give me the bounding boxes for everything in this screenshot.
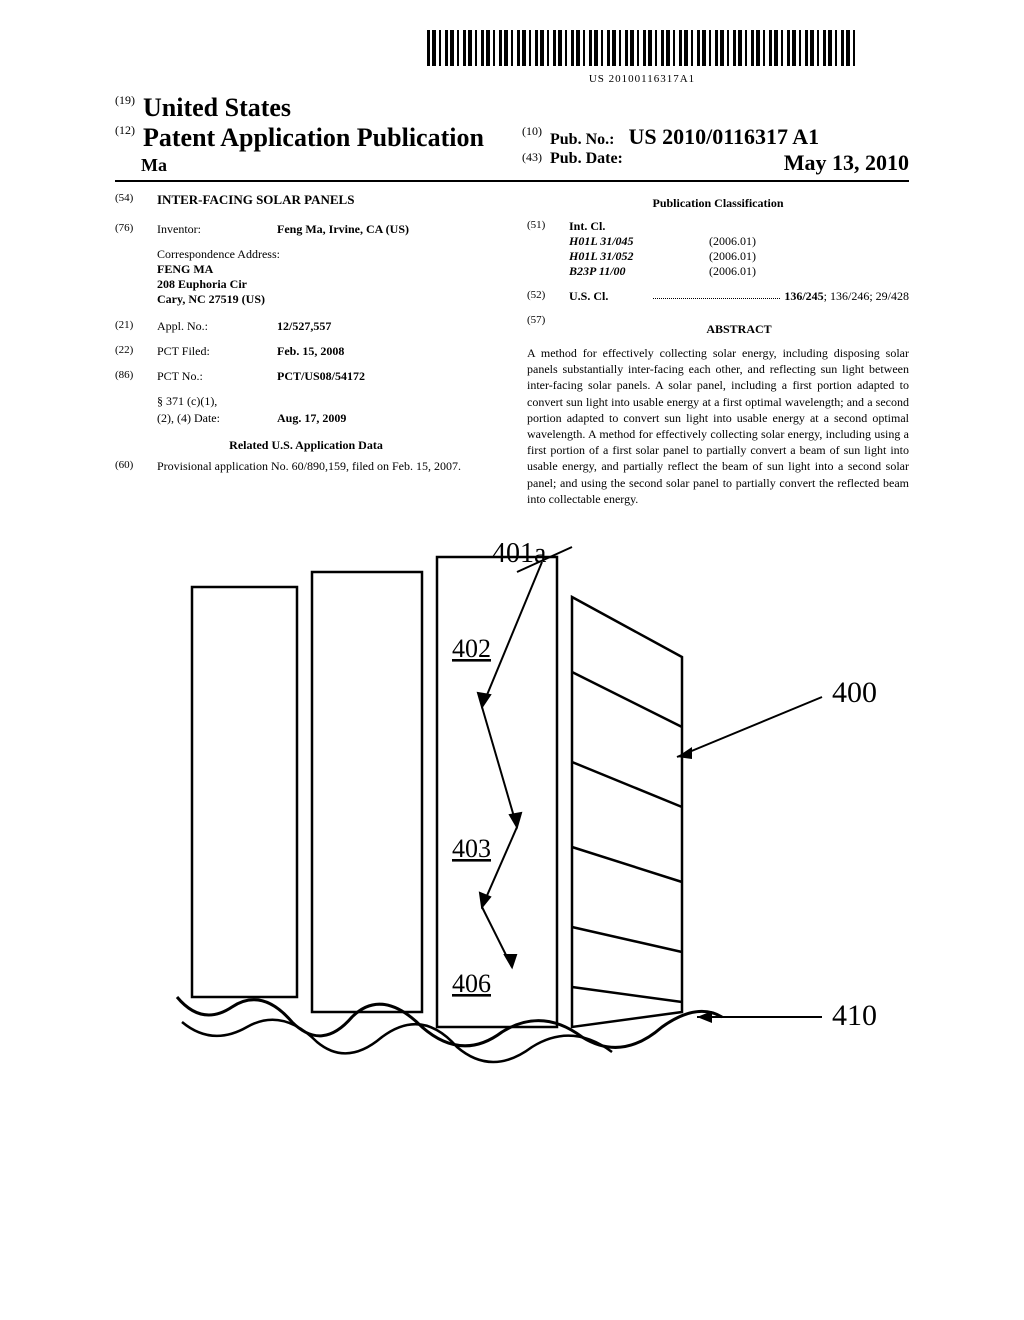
pub-type: Patent Application Publication bbox=[143, 123, 484, 152]
left-column: (54) INTER-FACING SOLAR PANELS (76) Inve… bbox=[115, 192, 497, 507]
prov-code: (60) bbox=[115, 459, 157, 474]
pub-no: US 2010/0116317 A1 bbox=[628, 124, 819, 149]
barcode bbox=[427, 30, 857, 66]
figure-area: 401a 402 403 406 400 410 bbox=[115, 527, 909, 1132]
pub-no-label: Pub. No.: bbox=[550, 131, 614, 148]
fig-label-401a: 401a bbox=[492, 538, 547, 569]
country: United States bbox=[143, 93, 291, 122]
abstract-code: (57) bbox=[527, 314, 569, 345]
fig-label-400: 400 bbox=[832, 676, 877, 709]
uscl-bold: 136/245 bbox=[784, 289, 823, 303]
correspondence-address: Correspondence Address: FENG MA 208 Euph… bbox=[157, 247, 497, 307]
pub-date-prefix: (43) bbox=[522, 150, 542, 164]
barcode-region: US 20100116317A1 bbox=[115, 30, 909, 85]
inventor-short: Ma bbox=[115, 155, 502, 176]
uscl-label: U.S. Cl. bbox=[569, 289, 649, 304]
inventor-code: (76) bbox=[115, 222, 157, 237]
ipc-year-1: (2006.01) bbox=[709, 249, 756, 264]
corr-name: FENG MA bbox=[157, 262, 497, 277]
fig-label-402: 402 bbox=[452, 634, 491, 663]
pct-filed: Feb. 15, 2008 bbox=[277, 344, 497, 359]
abstract-heading: ABSTRACT bbox=[569, 322, 909, 337]
right-column: Publication Classification (51) Int. Cl.… bbox=[527, 192, 909, 507]
pub-type-prefix: (12) bbox=[115, 123, 135, 137]
patent-figure: 401a 402 403 406 400 410 bbox=[122, 527, 902, 1127]
header-left: (19) United States (12) Patent Applicati… bbox=[115, 93, 502, 176]
title: INTER-FACING SOLAR PANELS bbox=[157, 192, 497, 208]
fig-label-410: 410 bbox=[832, 999, 877, 1032]
ipc-code-2: B23P 11/00 bbox=[569, 264, 709, 279]
appl-code: (21) bbox=[115, 319, 157, 334]
related-heading: Related U.S. Application Data bbox=[115, 438, 497, 453]
pct-filed-label: PCT Filed: bbox=[157, 344, 277, 359]
inventor-label: Inventor: bbox=[157, 222, 277, 237]
uscl-rest: ; 136/246; 29/428 bbox=[824, 289, 909, 303]
abstract-text: A method for effectively collecting sola… bbox=[527, 345, 909, 507]
ipc-code-1: H01L 31/052 bbox=[569, 249, 709, 264]
header-right: (10) Pub. No.: US 2010/0116317 A1 (43) P… bbox=[502, 124, 909, 176]
prov-text: Provisional application No. 60/890,159, … bbox=[157, 459, 497, 474]
corr-label: Correspondence Address: bbox=[157, 247, 497, 262]
pct-no: PCT/US08/54172 bbox=[277, 369, 497, 384]
uscl-block: (52) U.S. Cl. 136/245; 136/246; 29/428 bbox=[527, 289, 909, 304]
pub-date: May 13, 2010 bbox=[784, 150, 909, 176]
fig-label-406: 406 bbox=[452, 969, 491, 998]
barcode-text: US 20100116317A1 bbox=[375, 73, 909, 85]
s371-label: § 371 (c)(1), bbox=[157, 394, 277, 409]
body-columns: (54) INTER-FACING SOLAR PANELS (76) Inve… bbox=[115, 192, 909, 507]
appl-label: Appl. No.: bbox=[157, 319, 277, 334]
s371-spacer bbox=[115, 394, 157, 409]
pct-no-label: PCT No.: bbox=[157, 369, 277, 384]
s371-spacer2 bbox=[115, 411, 157, 426]
classif-heading: Publication Classification bbox=[527, 196, 909, 211]
pub-date-label: Pub. Date: bbox=[550, 150, 623, 167]
pct-no-code: (86) bbox=[115, 369, 157, 384]
corr-street: 208 Euphoria Cir bbox=[157, 277, 497, 292]
header: (19) United States (12) Patent Applicati… bbox=[115, 93, 909, 182]
pct-filed-code: (22) bbox=[115, 344, 157, 359]
intcl-block: (51) Int. Cl. H01L 31/045 (2006.01) H01L… bbox=[527, 219, 909, 279]
title-code: (54) bbox=[115, 192, 157, 208]
ipc-year-2: (2006.01) bbox=[709, 264, 756, 279]
intcl-label: Int. Cl. bbox=[569, 219, 605, 234]
pub-no-prefix: (10) bbox=[522, 124, 542, 138]
corr-city: Cary, NC 27519 (US) bbox=[157, 292, 497, 307]
appl-no: 12/527,557 bbox=[277, 319, 497, 334]
uscl-code: (52) bbox=[527, 289, 569, 304]
country-prefix: (19) bbox=[115, 93, 135, 107]
fig-label-403: 403 bbox=[452, 834, 491, 863]
inventor: Feng Ma, Irvine, CA (US) bbox=[277, 222, 497, 237]
ipc-year-0: (2006.01) bbox=[709, 234, 756, 249]
s371-date: Aug. 17, 2009 bbox=[277, 411, 497, 426]
ipc-code-0: H01L 31/045 bbox=[569, 234, 709, 249]
s371-date-label: (2), (4) Date: bbox=[157, 411, 277, 426]
intcl-code: (51) bbox=[527, 219, 569, 234]
uscl-dots bbox=[653, 289, 780, 299]
